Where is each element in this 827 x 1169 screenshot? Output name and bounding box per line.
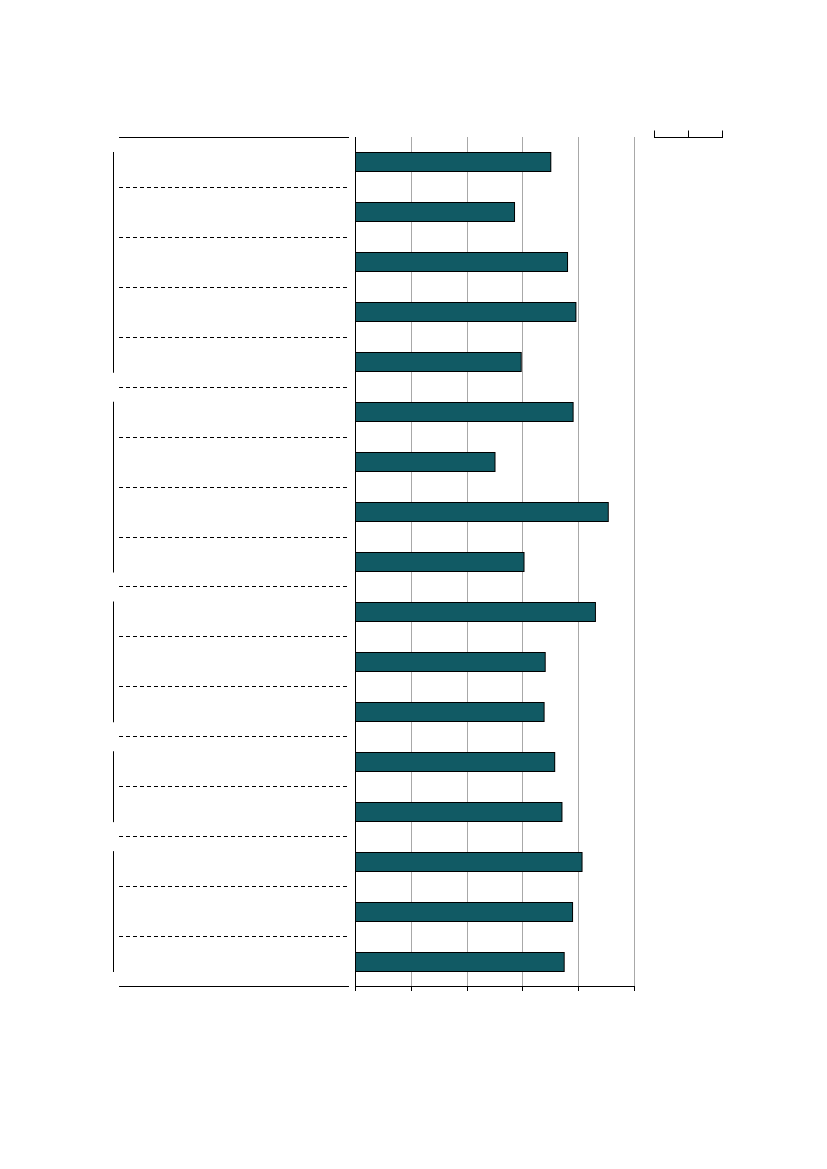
legend-marker [654, 130, 723, 138]
bar-6 [355, 402, 574, 422]
bar-11 [355, 652, 546, 672]
bar-5 [355, 352, 522, 372]
bar-15 [355, 852, 583, 872]
bar-7 [355, 452, 496, 472]
bar-14 [355, 802, 563, 822]
chart-bars [355, 152, 609, 972]
chart-axes [355, 137, 635, 991]
bar-10 [355, 602, 596, 622]
bar-17 [355, 952, 565, 972]
bar-1 [355, 152, 552, 172]
bar-9 [355, 552, 525, 572]
bar-12 [355, 702, 545, 722]
bar-8 [355, 502, 609, 522]
bar-16 [355, 902, 574, 922]
category-row-separators [119, 137, 349, 987]
bar-4 [355, 302, 577, 322]
bar-2 [355, 202, 516, 222]
bar-3 [355, 252, 569, 272]
bar-13 [355, 752, 556, 772]
